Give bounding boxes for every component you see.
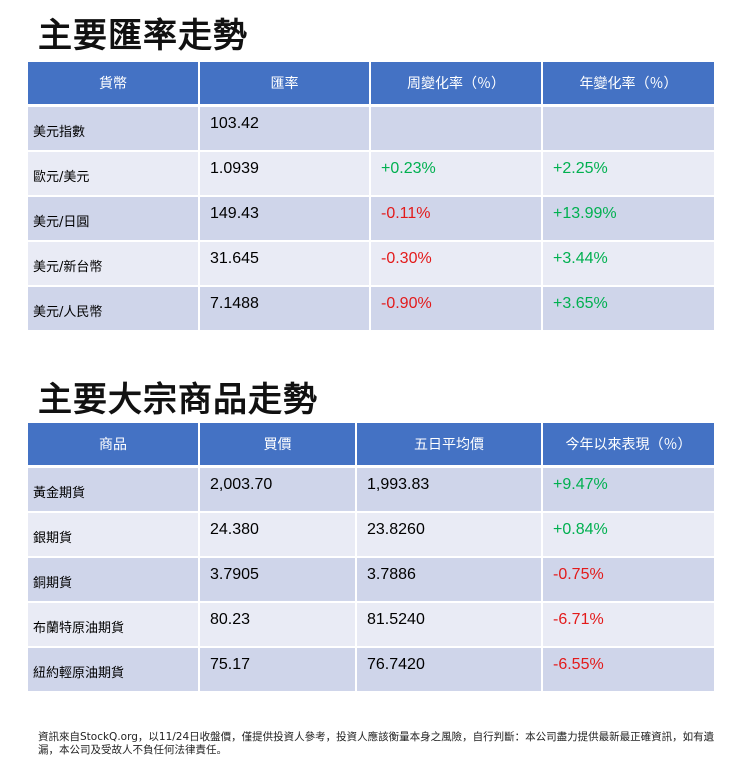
- ytd-performance: -6.71%: [553, 611, 604, 628]
- column-header: 年變化率（％）: [542, 62, 714, 107]
- commodity-name: 黃金期貨: [33, 486, 86, 501]
- weekly-change: -0.90%: [381, 295, 432, 312]
- fx-table: 貨幣 匯率 周變化率（％） 年變化率（％） 美元指數 103.42 歐元/美元 …: [28, 62, 714, 332]
- rate-value: 1.0939: [210, 160, 259, 177]
- table-row: 紐約輕原油期貨 75.17 76.7420 -6.55%: [28, 647, 714, 693]
- column-header: 周變化率（％）: [370, 62, 543, 107]
- bid-price: 80.23: [210, 611, 251, 628]
- column-header: 匯率: [199, 62, 371, 107]
- weekly-change: -0.30%: [381, 250, 432, 267]
- table-row: 銀期貨 24.380 23.8260 +0.84%: [28, 512, 714, 558]
- fx-section-title: 主要匯率走勢: [38, 16, 248, 56]
- currency-name: 美元/人民幣: [33, 305, 103, 320]
- rate-value: 7.1488: [210, 295, 259, 312]
- commodity-name: 布蘭特原油期貨: [33, 621, 125, 636]
- column-header: 買價: [199, 423, 357, 468]
- column-header: 商品: [28, 423, 200, 468]
- currency-name: 歐元/美元: [33, 170, 90, 185]
- weekly-change: [371, 107, 541, 115]
- table-row: 美元/日圓 149.43 -0.11% +13.99%: [28, 196, 714, 242]
- currency-name: 美元指數: [33, 125, 86, 140]
- yearly-change: +2.25%: [553, 160, 608, 177]
- table-row: 黃金期貨 2,003.70 1,993.83 +9.47%: [28, 466, 714, 513]
- column-header: 今年以來表現（％）: [542, 423, 714, 468]
- table-header-row: 商品 買價 五日平均價 今年以來表現（％）: [28, 423, 714, 468]
- commodity-name: 紐約輕原油期貨: [33, 666, 125, 681]
- bid-price: 24.380: [210, 521, 259, 538]
- currency-name: 美元/日圓: [33, 215, 90, 230]
- column-header: 貨幣: [28, 62, 200, 107]
- bid-price: 75.17: [210, 656, 251, 673]
- table-row: 銅期貨 3.7905 3.7886 -0.75%: [28, 557, 714, 603]
- bid-price: 2,003.70: [210, 476, 273, 493]
- commodities-section-title: 主要大宗商品走勢: [38, 380, 318, 420]
- ytd-performance: -0.75%: [553, 566, 604, 583]
- weekly-change: +0.23%: [381, 160, 436, 177]
- commodities-table: 商品 買價 五日平均價 今年以來表現（％） 黃金期貨 2,003.70 1,99…: [28, 423, 714, 693]
- table-row: 美元/新台幣 31.645 -0.30% +3.44%: [28, 241, 714, 287]
- disclaimer-footnote: 資訊來自StockQ.org，以11/24日收盤價，僅提供投資人參考，投資人應該…: [38, 731, 715, 756]
- table-row: 美元/人民幣 7.1488 -0.90% +3.65%: [28, 286, 714, 332]
- yearly-change: +3.65%: [553, 295, 608, 312]
- ytd-performance: +9.47%: [553, 476, 608, 493]
- bid-price: 3.7905: [210, 566, 259, 583]
- table-header-row: 貨幣 匯率 周變化率（％） 年變化率（％）: [28, 62, 714, 107]
- table-row: 美元指數 103.42: [28, 105, 714, 152]
- five-day-average: 76.7420: [367, 656, 425, 673]
- yearly-change: +3.44%: [553, 250, 608, 267]
- five-day-average: 1,993.83: [367, 476, 430, 493]
- ytd-performance: -6.55%: [553, 656, 604, 673]
- currency-name: 美元/新台幣: [33, 260, 103, 275]
- yearly-change: +13.99%: [553, 205, 617, 222]
- rate-value: 149.43: [210, 205, 259, 222]
- column-header: 五日平均價: [356, 423, 543, 468]
- table-row: 布蘭特原油期貨 80.23 81.5240 -6.71%: [28, 602, 714, 648]
- five-day-average: 23.8260: [367, 521, 425, 538]
- rate-value: 103.42: [210, 115, 259, 132]
- ytd-performance: +0.84%: [553, 521, 608, 538]
- rate-value: 31.645: [210, 250, 259, 267]
- commodity-name: 銀期貨: [33, 531, 73, 546]
- table-row: 歐元/美元 1.0939 +0.23% +2.25%: [28, 151, 714, 197]
- commodity-name: 銅期貨: [33, 576, 73, 591]
- weekly-change: -0.11%: [381, 205, 431, 222]
- yearly-change: [543, 107, 714, 115]
- five-day-average: 81.5240: [367, 611, 425, 628]
- five-day-average: 3.7886: [367, 566, 416, 583]
